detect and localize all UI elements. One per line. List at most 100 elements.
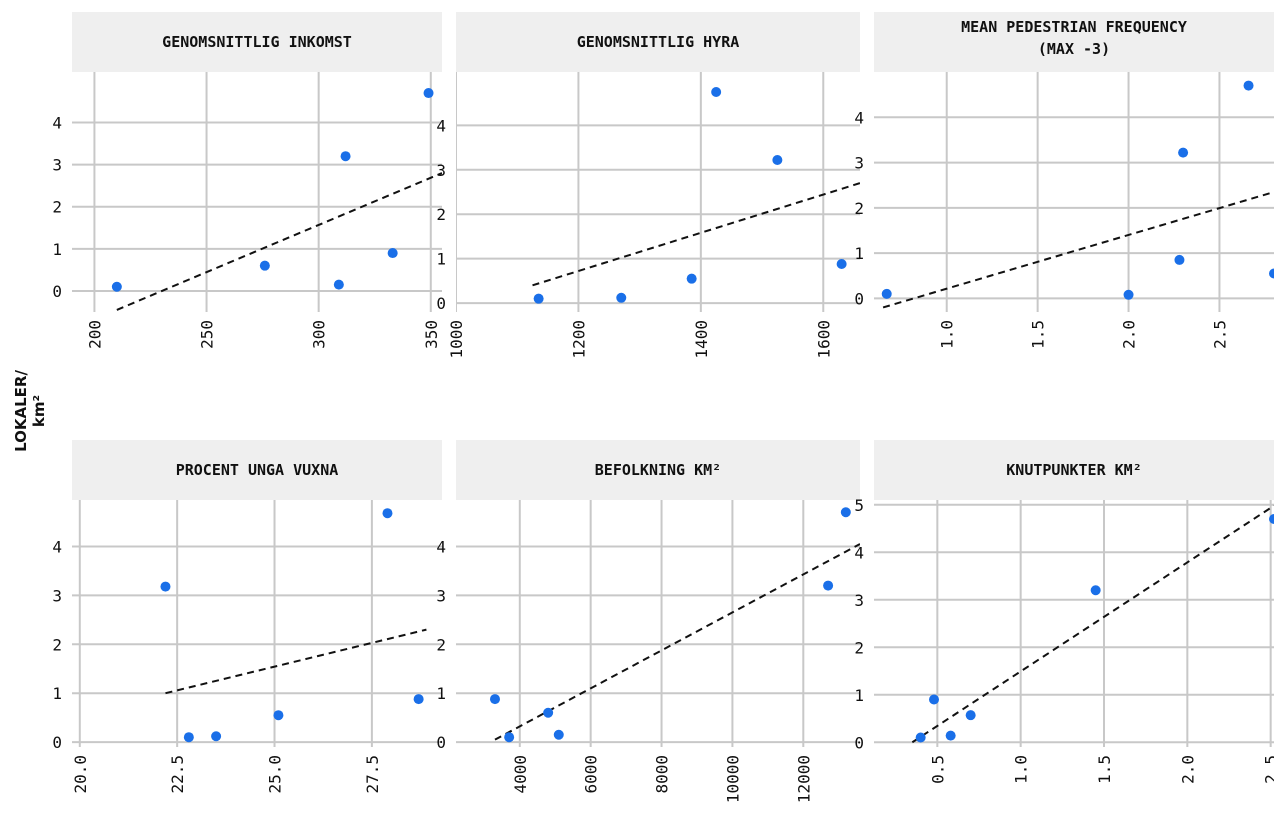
grid-lines — [874, 72, 1274, 312]
y-tick-label: 4 — [52, 114, 62, 133]
x-tick-label: 22.5 — [168, 755, 187, 794]
panel-title-line-2: (MAX -3) — [1038, 40, 1110, 58]
data-point — [211, 731, 222, 742]
x-tick-label: 300 — [310, 320, 329, 349]
y-tick-label: 5 — [854, 496, 864, 515]
scatter-panel-5: BEFOLKNING KM² 0 1 2 3 4 4000 6000 8000 10000 1200… — [436, 440, 860, 803]
x-tick-label: 250 — [198, 320, 217, 349]
y-tick-label: 4 — [854, 108, 864, 127]
y-tick-label: 2 — [436, 635, 446, 654]
panel-title: PROCENT UNGA VUXNA — [176, 461, 339, 479]
y-tick-label: 1 — [52, 240, 62, 259]
x-tick-label: 2.0 — [1178, 755, 1197, 784]
x-tick-label: 25.0 — [266, 755, 285, 794]
trend-line — [494, 543, 860, 741]
y-tick-label: 4 — [436, 537, 446, 556]
x-tick-label: 20.0 — [71, 755, 90, 794]
x-tick-label: 12000 — [794, 755, 813, 803]
y-tick-label: 1 — [854, 244, 864, 263]
scatter-panel-1: GENOMSNITTLIG INKOMST 0 1 2 3 4 200 250 300 350 — [52, 12, 442, 349]
x-tick-label: 350 — [422, 320, 441, 349]
data-point — [1243, 80, 1254, 91]
panel-title-line-1: MEAN PEDESTRIAN FREQUENCY — [961, 18, 1187, 36]
data-point — [543, 707, 554, 718]
x-tick-label: 1.5 — [1095, 755, 1114, 784]
y-tick-label: 0 — [854, 733, 864, 752]
x-tick-label: 27.5 — [363, 755, 382, 794]
data-point — [1174, 254, 1185, 265]
x-tick-label: 1000 — [447, 320, 466, 359]
data-point — [382, 508, 393, 519]
title-strip — [456, 12, 860, 72]
y-tick-label: 1 — [52, 684, 62, 703]
data-point — [340, 151, 351, 162]
y-tick-label: 2 — [436, 205, 446, 224]
data-point — [489, 694, 500, 705]
scatter-panel-3: MEAN PEDESTRIAN FREQUENCY (MAX -3) 0 1 2 3 4 1.… — [854, 12, 1274, 349]
y-tick-label: 3 — [854, 154, 864, 173]
x-tick-label: 2.0 — [1120, 320, 1139, 349]
title-strip — [874, 440, 1274, 500]
title-strip — [874, 12, 1274, 72]
trend-line — [911, 504, 1274, 744]
data-point — [945, 730, 956, 741]
y-tick-label: 3 — [854, 591, 864, 610]
grid-lines — [874, 500, 1274, 747]
data-point — [823, 580, 834, 591]
panel-title: KNUTPUNKTER KM² — [1006, 461, 1141, 479]
data-point — [387, 248, 398, 259]
y-tick-label: 4 — [52, 537, 62, 556]
data-point — [840, 507, 851, 518]
trend-line — [882, 191, 1274, 309]
x-tick-label: 4000 — [511, 755, 530, 794]
panel-title: GENOMSNITTLIG HYRA — [577, 33, 740, 51]
y-tick-label: 1 — [436, 684, 446, 703]
x-tick-label: 2.5 — [1262, 755, 1274, 784]
y-tick-label: 4 — [854, 543, 864, 562]
data-point — [504, 732, 515, 743]
x-tick-label: 200 — [85, 320, 104, 349]
data-point — [333, 279, 344, 290]
y-tick-label: 1 — [854, 686, 864, 705]
data-point — [1269, 268, 1274, 279]
data-point — [423, 88, 434, 99]
data-point — [553, 729, 564, 740]
x-tick-label: 1400 — [692, 320, 711, 359]
data-point — [1178, 147, 1189, 158]
scatter-panel-6: KNUTPUNKTER KM² 0 1 2 3 4 5 0.5 1.0 1.5 2.0 2.5 — [854, 440, 1274, 784]
x-tick-label: 1.5 — [1029, 320, 1048, 349]
title-strip — [72, 12, 442, 72]
data-point — [686, 273, 697, 284]
y-tick-label: 2 — [52, 198, 62, 217]
grid-lines — [456, 500, 860, 747]
data-point — [711, 87, 722, 97]
x-tick-label: 1200 — [569, 320, 588, 359]
grid-lines — [72, 72, 442, 312]
y-tick-label: 1 — [436, 250, 446, 269]
x-tick-label: 0.5 — [928, 755, 947, 784]
trend-line — [165, 628, 427, 695]
trend-line — [532, 182, 860, 287]
y-tick-label: 2 — [52, 635, 62, 654]
scatter-panel-2: GENOMSNITTLIG HYRA 0 1 2 3 4 1000 1200 1400 1600 — [436, 12, 860, 359]
y-tick-label: 0 — [436, 294, 446, 313]
x-tick-label: 2.5 — [1210, 320, 1229, 349]
data-point — [915, 732, 926, 743]
title-strip — [72, 440, 442, 500]
y-tick-label: 3 — [436, 586, 446, 605]
data-point — [1090, 585, 1101, 596]
data-point — [836, 259, 847, 269]
y-tick-label: 4 — [436, 116, 446, 135]
y-label-line-1: LOKALER/ — [12, 370, 30, 452]
data-point — [273, 710, 284, 721]
grid-lines — [456, 72, 860, 312]
data-point — [929, 694, 939, 705]
grid-lines — [72, 500, 442, 747]
panel-title: GENOMSNITTLIG INKOMST — [162, 33, 352, 51]
y-tick-label: 2 — [854, 199, 864, 218]
data-point — [772, 155, 783, 165]
x-tick-label: 1.0 — [938, 320, 957, 349]
data-point — [183, 732, 194, 743]
